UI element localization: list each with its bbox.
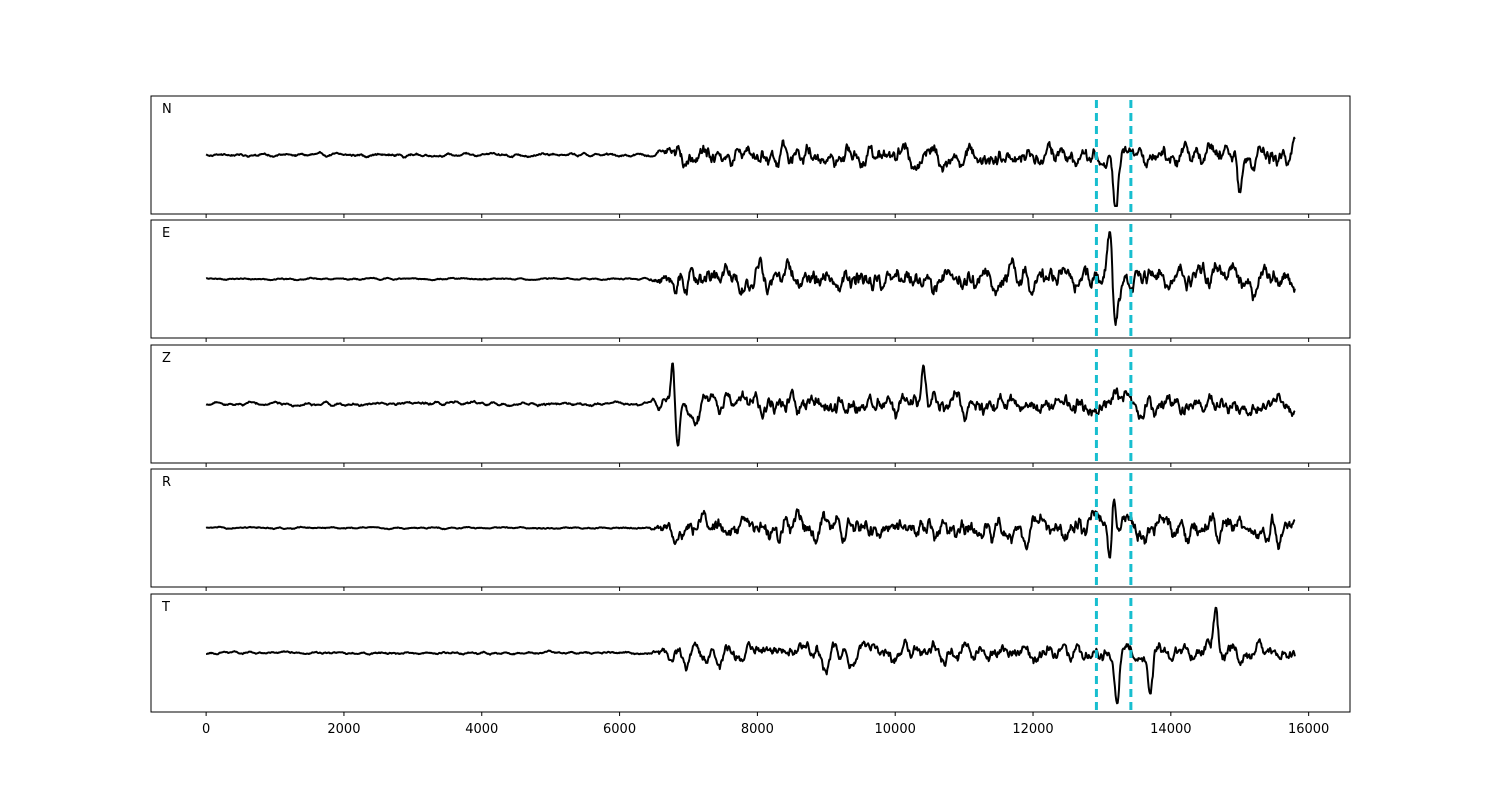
x-tick-label: 16000 xyxy=(1288,722,1329,737)
panel-frame-N xyxy=(150,95,1351,215)
panel-label-R: R xyxy=(162,475,171,490)
panels: N E Z R T xyxy=(150,95,1351,716)
x-tick-label: 14000 xyxy=(1150,722,1191,737)
panel-R: R xyxy=(150,468,1351,591)
panel-frame-R xyxy=(150,468,1351,588)
panel-frame-T xyxy=(150,593,1351,713)
trace-E xyxy=(205,231,1296,326)
panel-T: T xyxy=(150,593,1351,716)
trace-N xyxy=(205,136,1296,207)
x-tick-label: 6000 xyxy=(603,722,636,737)
panel-label-Z: Z xyxy=(162,351,171,366)
x-tick-label: 12000 xyxy=(1012,722,1053,737)
panel-frame-Z xyxy=(150,344,1351,464)
trace-T xyxy=(205,606,1296,705)
trace-R xyxy=(205,498,1296,559)
x-axis: 0 2000 4000 6000 8000 10000 12000 14000 16000 xyxy=(202,722,1329,737)
x-tick-label: 8000 xyxy=(741,722,774,737)
panel-Z: Z xyxy=(150,344,1351,467)
panel-N: N xyxy=(150,95,1351,218)
panel-frame-E xyxy=(150,219,1351,339)
trace-Z xyxy=(205,362,1296,447)
panel-E: E xyxy=(150,219,1351,342)
panel-label-E: E xyxy=(162,226,170,241)
x-tick-label: 10000 xyxy=(875,722,916,737)
x-tick-label: 2000 xyxy=(327,722,360,737)
x-tick-label: 0 xyxy=(202,722,210,737)
panel-label-N: N xyxy=(162,102,172,117)
x-tick-label: 4000 xyxy=(465,722,498,737)
panel-label-T: T xyxy=(161,600,170,615)
